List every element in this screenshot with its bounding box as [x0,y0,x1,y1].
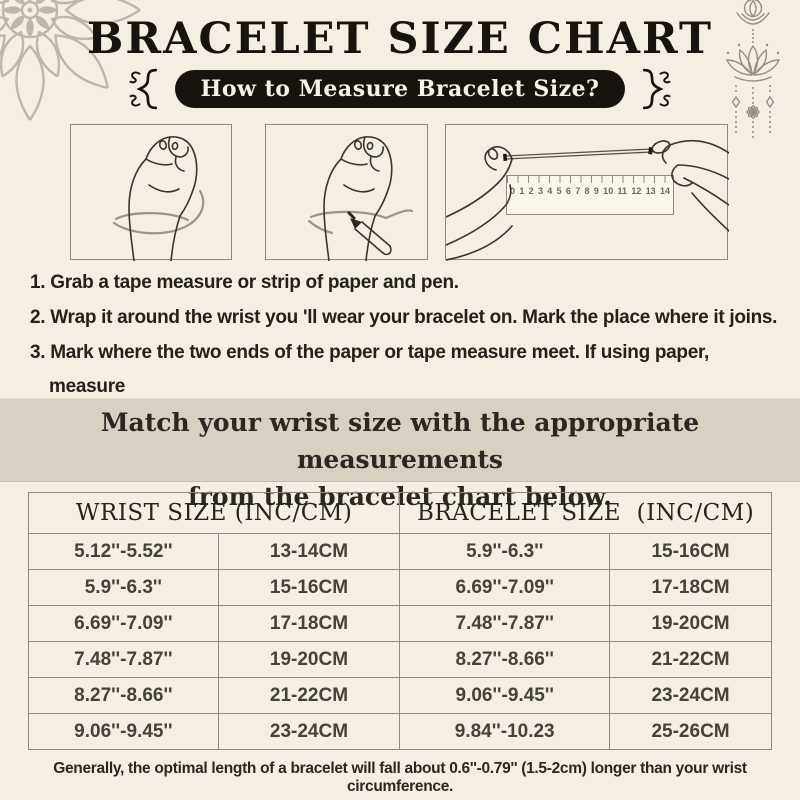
footnote: Generally, the optimal length of a brace… [53,760,747,795]
bracelet-cm: 17-18CM [609,569,772,606]
table-row: 8.27''-8.66'' 21-22CM 9.06''-9.45'' 23-2… [28,677,772,714]
illustration-wrap-wrist [70,124,232,261]
bracelet-cm: 19-20CM [609,605,772,642]
how-to-measure-badge: How to Measure Bracelet Size? [174,70,626,108]
wrist-size-header: WRIST SIZE (INC/CM) [27,492,401,534]
table-row: 5.12''-5.52'' 13-14CM 5.9''-6.3'' 15-16C… [28,533,772,570]
bracelet-inch: 5.9''-6.3'' [399,533,611,570]
page-title: BRACELET SIZE CHART [87,14,713,64]
wrist-inch: 5.9''-6.3'' [28,569,219,606]
bracelet-inch: 9.06''-9.45'' [399,677,611,714]
table-header-row: WRIST SIZE (INC/CM) BRACELET SIZE (INC/C… [27,492,772,534]
bracelet-size-header: BRACELET SIZE (INC/CM) [399,492,772,534]
fist-with-tape-icon [112,136,205,261]
badge-row: How to Measure Bracelet Size? [0,66,800,112]
wrist-cm: 15-16CM [217,569,401,606]
wrist-cm: 21-22CM [217,677,401,714]
table-row: 5.9''-6.3'' 15-16CM 6.69''-7.09'' 17-18C… [28,569,772,606]
wrist-inch: 6.69''-7.09'' [28,605,219,642]
match-size-banner: Match your wrist size with the appropria… [0,398,800,511]
bracelet-cm: 23-24CM [609,677,772,714]
wrist-cm: 19-20CM [217,641,401,678]
fist-with-pen-icon [307,136,414,261]
bracelet-inch: 8.27''-8.66'' [399,641,611,678]
step-1: 1. Grab a tape measure or strip of paper… [30,272,459,293]
table-row: 9.06''-9.45'' 23-24CM 9.84''-10.23 25-26… [28,713,772,750]
ruler: 0 1 2 3 4 5 6 7 8 9 10 11 12 13 14 [506,175,674,215]
wrist-cm: 23-24CM [217,713,401,750]
curly-bracket-left-icon [129,68,157,110]
curly-bracket-right-icon [643,68,671,110]
table-row: 7.48''-7.87'' 19-20CM 8.27''-8.66'' 21-2… [28,641,772,678]
step-2: 2. Wrap it around the wrist you 'll wear… [30,307,778,328]
wrist-inch: 9.06''-9.45'' [28,713,219,750]
bracelet-inch: 7.48''-7.87'' [399,605,611,642]
wrist-inch: 8.27''-8.66'' [28,677,219,714]
wrist-inch: 5.12''-5.52'' [28,533,219,570]
illustration-measure-ruler: 0 1 2 3 4 5 6 7 8 9 10 11 12 13 14 [445,124,729,261]
bracelet-cm: 25-26CM [609,713,772,750]
banner-line-1: Match your wrist size with the appropria… [100,408,700,474]
size-table: WRIST SIZE (INC/CM) BRACELET SIZE (INC/C… [27,492,772,750]
table-row: 6.69''-7.09'' 17-18CM 7.48''-7.87'' 19-2… [28,605,772,642]
wrist-cm: 13-14CM [217,533,401,570]
bracelet-cm: 15-16CM [609,533,772,570]
bracelet-cm: 21-22CM [609,641,772,678]
illustration-mark-wrist [265,124,428,261]
hands-with-ruler-icon [446,140,729,261]
wrist-inch: 7.48''-7.87'' [28,641,219,678]
bracelet-inch: 9.84''-10.23 [399,713,611,750]
wrist-cm: 17-18CM [217,605,401,642]
bracelet-inch: 6.69''-7.09'' [399,569,611,606]
ruler-numbers: 0 1 2 3 4 5 6 7 8 9 10 11 12 13 14 [510,186,670,196]
